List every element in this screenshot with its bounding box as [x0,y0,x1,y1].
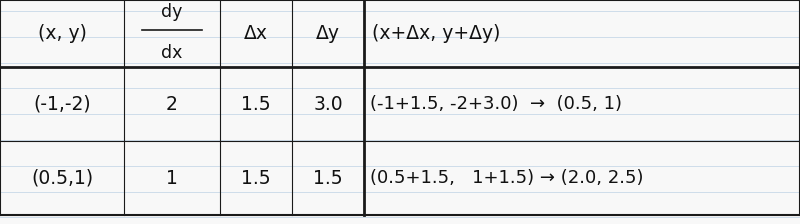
Text: 1: 1 [166,169,178,187]
Text: (x, y): (x, y) [38,24,86,43]
Text: Δx: Δx [244,24,268,43]
Text: 1.5: 1.5 [241,169,271,187]
Text: 1.5: 1.5 [241,95,271,114]
Text: 3.0: 3.0 [313,95,343,114]
Text: 2: 2 [166,95,178,114]
Text: dx: dx [162,44,182,62]
Text: (x+Δx, y+Δy): (x+Δx, y+Δy) [372,24,500,43]
Text: Δy: Δy [316,24,340,43]
Text: (0.5+1.5,   1+1.5) → (2.0, 2.5): (0.5+1.5, 1+1.5) → (2.0, 2.5) [370,169,644,187]
Text: (-1+1.5, -2+3.0)  →  (0.5, 1): (-1+1.5, -2+3.0) → (0.5, 1) [370,95,622,113]
Text: (-1,-2): (-1,-2) [33,95,91,114]
Text: (0.5,1): (0.5,1) [31,169,93,187]
Text: 1.5: 1.5 [313,169,343,187]
Text: dy: dy [162,3,182,21]
